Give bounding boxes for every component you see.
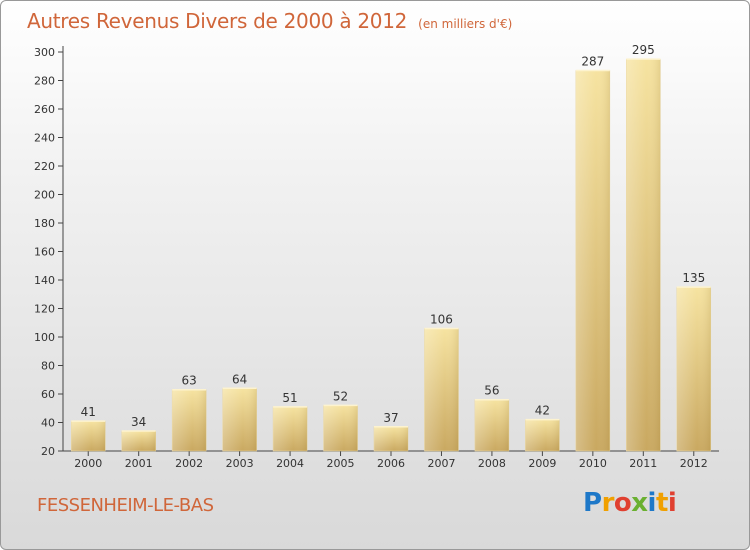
- y-tick-label: 220: [34, 160, 55, 173]
- data-labels: 41 34 63 64 51 52 37 106 56 42 287 295 135: [81, 43, 706, 429]
- logo-letter: P: [583, 488, 602, 518]
- y-tick-label: 180: [34, 217, 55, 230]
- chart-title-unit: (en milliers d'€): [418, 17, 513, 31]
- bar-shade: [474, 399, 509, 451]
- x-tick-label: 2002: [175, 457, 203, 470]
- x-tick-label: 2003: [226, 457, 254, 470]
- x-tick-label: 2007: [427, 457, 455, 470]
- bar-shade: [323, 405, 358, 451]
- y-tick-label: 160: [34, 246, 55, 259]
- bar-shade: [626, 59, 661, 451]
- logo-letter: t: [655, 488, 668, 518]
- data-label: 34: [131, 415, 146, 429]
- bar-shade: [676, 287, 711, 451]
- x-tick-label: 2000: [74, 457, 102, 470]
- y-tick-label: 40: [41, 417, 55, 430]
- data-label: 295: [632, 43, 655, 57]
- bar-shade: [525, 419, 560, 451]
- place-name: FESSENHEIM-LE-BAS: [37, 495, 214, 516]
- x-tick-label: 2008: [478, 457, 506, 470]
- data-label: 63: [182, 374, 197, 388]
- x-tick-label: 2012: [680, 457, 708, 470]
- logo-letter: x: [631, 488, 648, 518]
- data-label: 64: [232, 372, 247, 386]
- data-label: 42: [535, 404, 550, 418]
- bar-shade: [121, 431, 156, 451]
- y-tick-label: 260: [34, 103, 55, 116]
- data-label: 135: [682, 271, 705, 285]
- y-tick-label: 120: [34, 303, 55, 316]
- y-tick-label: 20: [41, 445, 55, 458]
- proxiti-logo: Proxiti: [583, 488, 677, 518]
- x-tick-label: 2010: [579, 457, 607, 470]
- x-tick-label: 2004: [276, 457, 304, 470]
- chart-title: Autres Revenus Divers de 2000 à 2012 (en…: [27, 9, 512, 33]
- y-axis: 20 40 60 80 100 120 140 160 180 200 220 240 260 280 30…: [34, 46, 64, 458]
- logo-letter: i: [647, 488, 657, 518]
- y-tick-label: 200: [34, 189, 55, 202]
- bar-shade: [222, 388, 257, 451]
- y-tick-label: 140: [34, 274, 55, 287]
- bar-shade: [374, 426, 408, 451]
- y-tick-label: 60: [41, 388, 55, 401]
- x-tick-label: 2005: [327, 457, 355, 470]
- bar-shade: [273, 406, 308, 451]
- x-tick-label: 2006: [377, 457, 405, 470]
- logo-letter: o: [613, 488, 632, 518]
- x-tick-label: 2001: [125, 457, 153, 470]
- y-tick-label: 280: [34, 75, 55, 88]
- bar-shade: [172, 389, 207, 451]
- data-label: 52: [333, 389, 348, 403]
- bar-shade: [424, 328, 459, 451]
- logo-letter: i: [667, 488, 677, 518]
- data-label: 106: [430, 312, 453, 326]
- x-tick-label: 2009: [528, 457, 556, 470]
- x-axis: 2000 2001 2002 2003 2004 2005 2006 2007 2008 2009…: [63, 450, 719, 470]
- data-label: 287: [581, 55, 604, 69]
- y-tick-label: 80: [41, 360, 55, 373]
- bars: [70, 58, 712, 452]
- y-tick-label: 240: [34, 132, 55, 145]
- logo-letter: r: [601, 488, 615, 518]
- data-label: 37: [383, 411, 398, 425]
- bar-shade: [71, 421, 106, 451]
- y-tick-label: 100: [34, 331, 55, 344]
- data-label: 41: [81, 405, 96, 419]
- bar-shade: [575, 70, 610, 452]
- x-tick-label: 2011: [629, 457, 657, 470]
- data-label: 56: [484, 384, 499, 398]
- data-label: 51: [282, 391, 297, 405]
- y-tick-label: 300: [34, 46, 55, 59]
- chart-title-main: Autres Revenus Divers de 2000 à 2012: [27, 9, 408, 33]
